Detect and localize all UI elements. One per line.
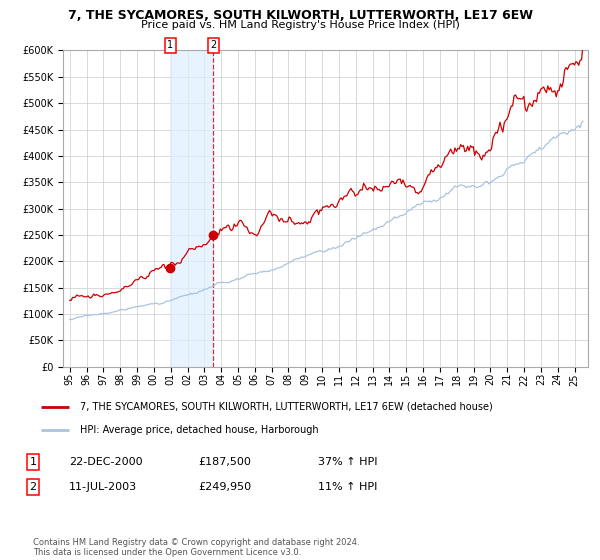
Text: 1: 1	[167, 40, 173, 50]
Text: £249,950: £249,950	[198, 482, 251, 492]
Text: 22-DEC-2000: 22-DEC-2000	[69, 457, 143, 467]
Text: 2: 2	[29, 482, 37, 492]
Text: Price paid vs. HM Land Registry's House Price Index (HPI): Price paid vs. HM Land Registry's House …	[140, 20, 460, 30]
Text: 37% ↑ HPI: 37% ↑ HPI	[318, 457, 377, 467]
Text: 7, THE SYCAMORES, SOUTH KILWORTH, LUTTERWORTH, LE17 6EW (detached house): 7, THE SYCAMORES, SOUTH KILWORTH, LUTTER…	[80, 402, 493, 412]
Text: Contains HM Land Registry data © Crown copyright and database right 2024.
This d: Contains HM Land Registry data © Crown c…	[33, 538, 359, 557]
Text: HPI: Average price, detached house, Harborough: HPI: Average price, detached house, Harb…	[80, 425, 319, 435]
Text: £187,500: £187,500	[198, 457, 251, 467]
Bar	[170, 50, 213, 367]
Text: 1: 1	[29, 457, 37, 467]
Text: 11-JUL-2003: 11-JUL-2003	[69, 482, 137, 492]
Text: 11% ↑ HPI: 11% ↑ HPI	[318, 482, 377, 492]
Text: 7, THE SYCAMORES, SOUTH KILWORTH, LUTTERWORTH, LE17 6EW: 7, THE SYCAMORES, SOUTH KILWORTH, LUTTER…	[67, 9, 533, 22]
Text: 2: 2	[210, 40, 217, 50]
